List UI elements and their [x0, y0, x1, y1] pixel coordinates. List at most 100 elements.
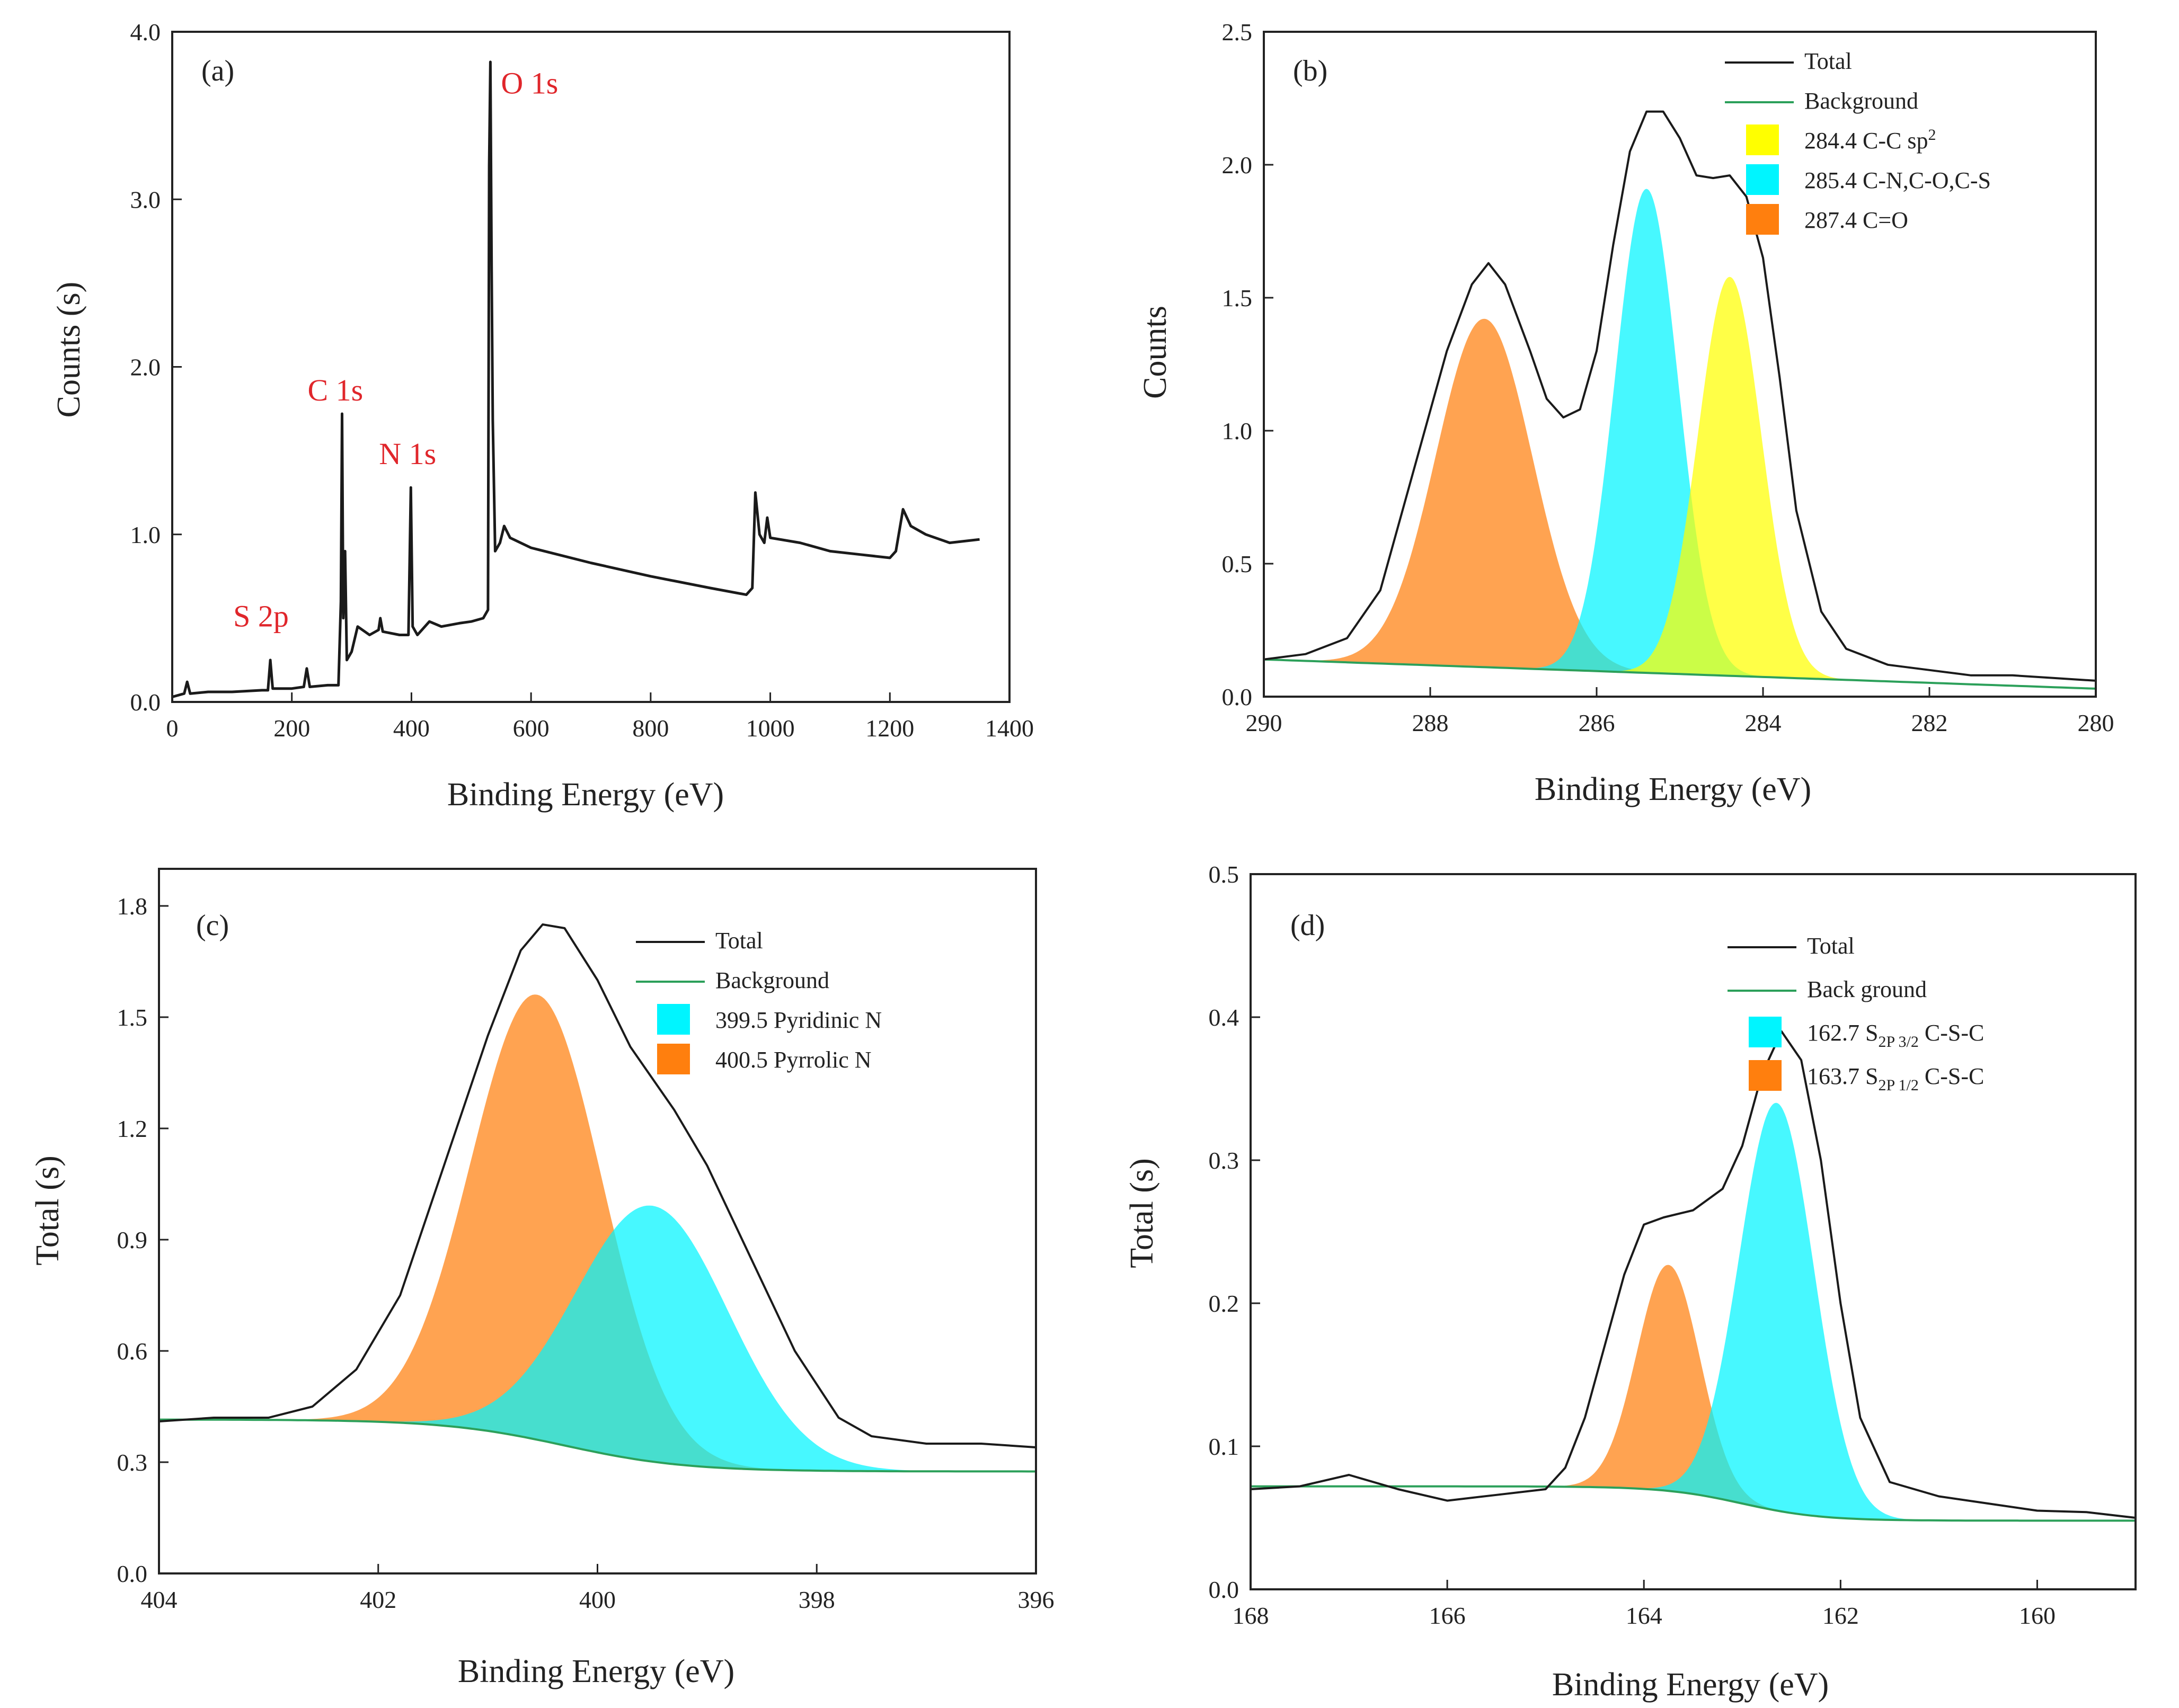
panel-b-xtick-label: 290 — [1246, 709, 1282, 736]
panel-c-ytick-label: 1.2 — [117, 1115, 148, 1142]
panel-a-peak-label: C 1s — [308, 373, 364, 407]
panel-c-component-cyan-area — [345, 1205, 960, 1472]
panel-a-xtick-label: 200 — [273, 715, 310, 742]
panel-a-xlabel: Binding Energy (eV) — [447, 777, 724, 813]
panel-d-ytick-label: 0.5 — [1209, 861, 1239, 888]
panel-a-xtick-label: 0 — [166, 715, 179, 742]
panel-b-legend-label: Total — [1804, 48, 1852, 74]
panel-a-total-line — [172, 60, 980, 698]
panel-d-total-line — [1250, 1030, 2136, 1519]
panel-b-total-line — [1263, 110, 2096, 682]
panel-a-ytick-label: 3.0 — [130, 186, 161, 213]
panel-b-xtick-label: 288 — [1412, 709, 1449, 736]
panel-a-xtick-label: 800 — [632, 715, 669, 742]
panel-b-legend-label: 287.4 C=O — [1804, 207, 1908, 233]
panel-c-ytick-label: 0.3 — [117, 1449, 148, 1476]
panel-c-ytick-label: 0.9 — [117, 1226, 148, 1253]
panel-d-legend-label: 162.7 S2P 3/2 C-S-C — [1807, 1020, 1984, 1051]
panel-a-label: (a) — [201, 55, 234, 87]
panel-b-legend-label: Background — [1804, 88, 1918, 114]
panel-b-ytick-label: 2.5 — [1222, 19, 1253, 46]
panel-b-component-orange-area — [1291, 318, 1678, 674]
panel-d-ylabel: Total (s) — [1124, 1158, 1160, 1268]
panel-d-legend-label: 163.7 S2P 1/2 C-S-C — [1807, 1063, 1984, 1094]
panel-c-legend-label: Total — [715, 928, 763, 954]
panel-c-xtick-label: 396 — [1018, 1586, 1055, 1613]
panel-d-label: (d) — [1290, 909, 1325, 942]
panel-b-c1s-chart: (b) Binding Energy (eV) Counts 290 288 286… — [1137, 19, 2114, 807]
panel-c-component-orange-area — [274, 994, 801, 1471]
panel-a-xtick-label: 1000 — [746, 715, 795, 742]
panel-a-xtick-label: 1400 — [985, 715, 1034, 742]
panel-d-xtick-label: 160 — [2019, 1602, 2056, 1629]
panel-a-ytick-label: 4.0 — [130, 19, 161, 46]
panel-b-legend-label: 284.4 C-C sp2 — [1804, 126, 1936, 154]
panel-a-ylabel: Counts (s) — [51, 282, 87, 418]
panel-c-ylabel: Total (s) — [30, 1155, 66, 1265]
panel-a-peak-label: O 1s — [501, 66, 558, 101]
panel-b-ytick-label: 1.5 — [1222, 284, 1253, 312]
panel-b-plot-frame — [1263, 31, 2097, 698]
panel-d-ytick-label: 0.1 — [1209, 1433, 1239, 1460]
panel-c-ytick-label: 0.6 — [117, 1338, 148, 1365]
panel-b-component-yellow-area — [1603, 277, 1856, 680]
panel-b-xtick-label: 282 — [1911, 709, 1948, 736]
panel-d-xtick-label: 162 — [1822, 1602, 1859, 1629]
panel-b-xtick-label: 286 — [1579, 709, 1615, 736]
panel-c-background-line — [159, 1418, 1036, 1473]
panel-b-ylabel: Counts — [1137, 306, 1173, 399]
panel-d-ytick-label: 0.0 — [1209, 1576, 1239, 1603]
panel-b-legend-label: 285.4 C-N,C-O,C-S — [1804, 167, 1991, 193]
panel-b-xlabel: Binding Energy (eV) — [1535, 771, 1811, 807]
panel-c-label: (c) — [196, 909, 229, 942]
panel-b-ytick-label: 0.5 — [1222, 550, 1253, 577]
panel-b-ytick-label: 1.0 — [1222, 417, 1253, 444]
panel-b-legend-swatch — [1746, 204, 1779, 235]
panel-b-xtick-label: 284 — [1745, 709, 1782, 736]
panel-c-ytick-label: 1.5 — [117, 1004, 148, 1031]
panel-d-ytick-label: 0.3 — [1209, 1147, 1239, 1174]
panel-d-xtick-label: 166 — [1429, 1602, 1466, 1629]
panel-d-ytick-label: 0.2 — [1209, 1290, 1239, 1317]
panel-c-legend-swatch — [657, 1044, 690, 1074]
panel-c-legend-label: 400.5 Pyrrolic N — [715, 1047, 872, 1073]
panel-a-survey-chart: (a) Binding Energy (eV) Counts (s) 0 200 4… — [51, 19, 1034, 813]
panel-d-xlabel: Binding Energy (eV) — [1552, 1667, 1829, 1703]
panel-d-xtick-label: 168 — [1233, 1602, 1269, 1629]
panel-a-plot-frame — [171, 31, 1011, 703]
panel-c-xtick-label: 402 — [360, 1586, 396, 1613]
panel-b-xtick-label: 280 — [2078, 709, 2114, 736]
panel-c-legend-label: Background — [715, 967, 829, 993]
panel-b-legend-swatch — [1746, 164, 1779, 195]
panel-a-peak-label: S 2p — [233, 599, 289, 634]
panel-b-label: (b) — [1293, 55, 1327, 87]
panel-a-ytick-label: 1.0 — [130, 521, 161, 548]
panel-a-xtick-label: 400 — [393, 715, 430, 742]
panel-b-background-line — [1263, 658, 2096, 690]
panel-c-xtick-label: 398 — [799, 1586, 835, 1613]
panel-c-xlabel: Binding Energy (eV) — [458, 1653, 734, 1689]
panel-d-background-line — [1251, 1485, 2136, 1522]
panel-c-legend-swatch — [657, 1004, 690, 1035]
panel-c-legend-label: 399.5 Pyridinic N — [715, 1007, 882, 1033]
panel-b-legend-swatch — [1746, 124, 1779, 155]
panel-d-plot-frame — [1250, 873, 2137, 1590]
panel-a-ytick-label: 2.0 — [130, 354, 161, 381]
panel-b-component-cyan-area — [1520, 189, 1773, 678]
panel-b-ytick-label: 0.0 — [1222, 683, 1253, 710]
panel-a-xtick-label: 1200 — [865, 715, 914, 742]
panel-d-legend-label: Total — [1807, 933, 1855, 959]
panel-a-ytick-label: 0.0 — [130, 689, 161, 716]
panel-d-s2p-chart: (d) Binding Energy (eV) Total (s) 168 166… — [1124, 861, 2137, 1703]
panel-c-xtick-label: 404 — [141, 1586, 178, 1613]
panel-d-legend-swatch — [1749, 1017, 1782, 1047]
panel-d-legend-swatch — [1749, 1060, 1782, 1091]
panel-d-component-cyan-area — [1627, 1102, 1926, 1520]
panel-d-ytick-label: 0.4 — [1209, 1004, 1239, 1031]
panel-d-legend-label: Back ground — [1807, 976, 1927, 1002]
panel-c-ytick-label: 1.8 — [117, 893, 148, 920]
panel-a-xtick-label: 600 — [513, 715, 550, 742]
panel-c-ytick-label: 0.0 — [117, 1560, 148, 1587]
panel-b-ytick-label: 2.0 — [1222, 152, 1253, 179]
